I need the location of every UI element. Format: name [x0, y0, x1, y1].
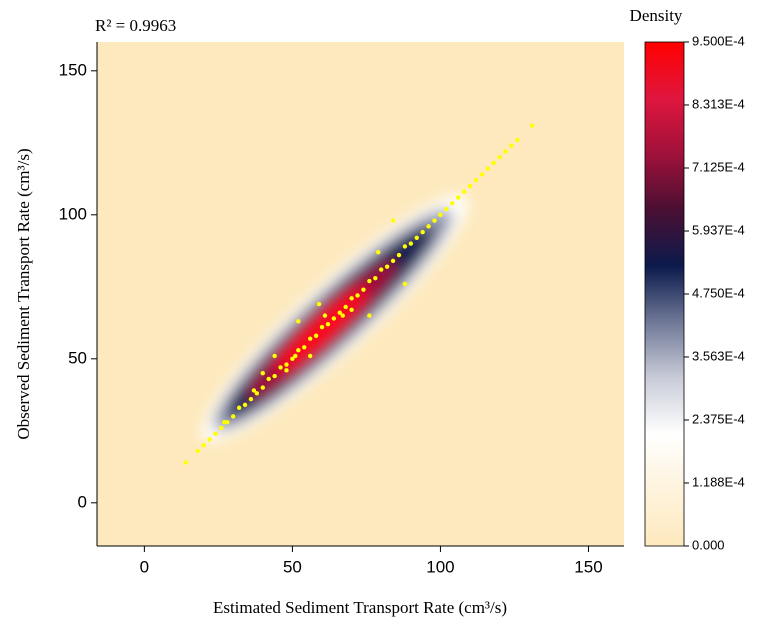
- x-tick-label: 0: [140, 557, 149, 576]
- colorbar-tick-label: 4.750E-4: [692, 285, 745, 300]
- point: [254, 391, 260, 396]
- point: [384, 264, 390, 269]
- point: [313, 333, 319, 338]
- point: [260, 385, 265, 390]
- point: [373, 275, 378, 281]
- points: [183, 123, 535, 465]
- point: [322, 313, 328, 318]
- point: [307, 353, 313, 359]
- point: [325, 322, 331, 327]
- colorbar: [644, 41, 685, 547]
- point: [390, 218, 396, 223]
- point: [473, 178, 479, 183]
- x-tick-label: 150: [574, 557, 602, 576]
- point: [467, 183, 473, 189]
- colorbar-tick-label: 7.125E-4: [692, 159, 745, 174]
- point: [343, 304, 348, 310]
- y-tick-label: 150: [59, 60, 87, 79]
- point: [408, 241, 414, 246]
- point: [450, 201, 455, 206]
- point: [236, 405, 242, 410]
- point: [402, 244, 408, 249]
- point: [316, 301, 322, 307]
- point: [296, 347, 301, 353]
- point: [485, 166, 491, 171]
- point: [376, 250, 381, 255]
- point: [230, 414, 236, 419]
- point: [296, 319, 301, 324]
- y-axis-label: Observed Sediment Transport Rate (cm³/s): [14, 148, 33, 439]
- point: [284, 362, 289, 367]
- y-tick-label: 0: [78, 492, 87, 511]
- colorbar-tick-label: 9.500E-4: [692, 33, 745, 48]
- colorbar-tick-label: 2.375E-4: [692, 411, 745, 426]
- point: [420, 229, 425, 235]
- point: [491, 160, 496, 166]
- colorbar-tick-label: 3.563E-4: [692, 348, 745, 363]
- point: [426, 224, 431, 229]
- point: [349, 307, 354, 313]
- point: [284, 368, 289, 373]
- colorbar-tick-label: 5.937E-4: [692, 222, 745, 237]
- y-tick-label: 100: [59, 204, 87, 223]
- point: [266, 376, 271, 382]
- point: [307, 336, 313, 341]
- point: [331, 316, 337, 321]
- point: [497, 155, 502, 160]
- point: [367, 313, 372, 318]
- point: [272, 353, 277, 359]
- colorbar-title: Density: [630, 6, 683, 25]
- point: [444, 206, 449, 212]
- point: [396, 252, 402, 258]
- point: [337, 310, 342, 315]
- point: [402, 281, 408, 287]
- point: [390, 258, 396, 264]
- point: [340, 313, 345, 318]
- x-axis-label: Estimated Sediment Transport Rate (cm³/s…: [213, 598, 507, 617]
- colorbar-tick-label: 0.000: [692, 537, 725, 552]
- point: [432, 218, 437, 223]
- point: [414, 235, 419, 241]
- point: [272, 373, 277, 379]
- point: [367, 278, 372, 284]
- colorbar-tick-label: 1.188E-4: [692, 474, 745, 489]
- point: [225, 419, 230, 425]
- point: [379, 267, 384, 272]
- point: [515, 137, 520, 143]
- y-tick-label: 50: [68, 348, 87, 367]
- point: [290, 356, 295, 361]
- point: [456, 195, 461, 200]
- x-tick-label: 50: [283, 557, 302, 576]
- point: [355, 293, 360, 298]
- point: [251, 388, 257, 393]
- point: [302, 345, 307, 350]
- point: [293, 353, 298, 359]
- point: [461, 189, 467, 194]
- point: [361, 287, 366, 292]
- point: [479, 172, 485, 177]
- point: [509, 143, 514, 148]
- point: [530, 123, 535, 128]
- point: [319, 324, 325, 330]
- point: [503, 149, 508, 154]
- point: [195, 448, 200, 454]
- point: [349, 296, 354, 301]
- point: [201, 443, 206, 448]
- point: [438, 212, 443, 217]
- point: [183, 460, 189, 465]
- point: [260, 371, 265, 376]
- colorbar-tick-label: 8.313E-4: [692, 96, 745, 111]
- r2-annotation: R² = 0.9963: [95, 16, 176, 35]
- x-tick-label: 100: [426, 557, 454, 576]
- point: [242, 402, 248, 408]
- point: [207, 437, 212, 442]
- point: [248, 396, 254, 402]
- point: [219, 425, 224, 431]
- point: [213, 431, 218, 436]
- point: [278, 365, 283, 370]
